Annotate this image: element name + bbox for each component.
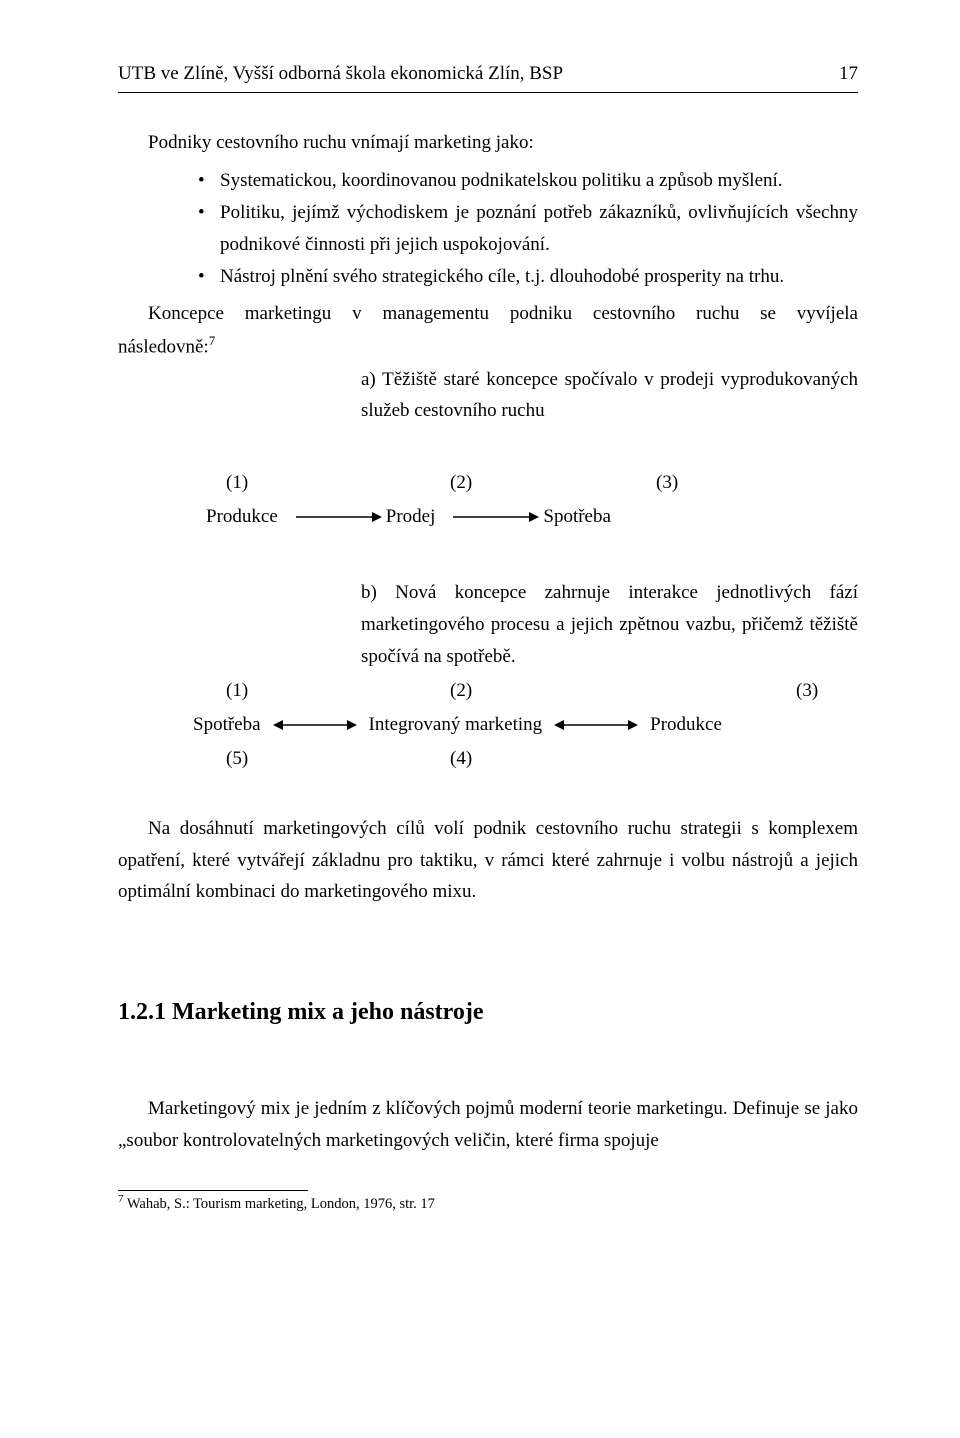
list-item: Politiku, jejímž východiskem je poznání …: [198, 197, 858, 261]
flow2-label-2: Integrovaný marketing: [369, 709, 543, 741]
flow1-numbers: (1) (2) (3): [118, 467, 858, 499]
flow1-label-2: Prodej: [386, 501, 436, 533]
list-item: Systematickou, koordinovanou podnikatels…: [198, 165, 858, 197]
arrow-double-icon: [261, 718, 369, 732]
section-heading: 1.2.1 Marketing mix a jeho nástroje: [118, 992, 858, 1032]
sub-b-paragraph: b) Nová koncepce zahrnuje interakce jedn…: [118, 577, 858, 673]
paragraph-after-flows: Na dosáhnutí marketingových cílů volí po…: [118, 813, 858, 909]
flow2-num-4: (4): [450, 743, 472, 775]
arrow-right-icon: [278, 510, 386, 524]
flow2-top-numbers: (1) (2) (3): [118, 675, 858, 707]
flow2-num-2: (2): [450, 675, 796, 707]
arrow-right-icon: [435, 510, 543, 524]
list-item: Nástroj plnění svého strategického cíle,…: [198, 261, 858, 293]
footnote: 7 Wahab, S.: Tourism marketing, London, …: [118, 1193, 858, 1213]
footnote-ref: 7: [209, 333, 216, 348]
footnote-text: Wahab, S.: Tourism marketing, London, 19…: [124, 1196, 435, 1212]
flow2-bottom-numbers: (5) (4): [118, 743, 858, 775]
flow1-row: Produkce Prodej Spotřeba: [118, 501, 858, 533]
flow2-num-3: (3): [796, 675, 818, 707]
after-bullets-line1: Koncepce marketingu v managementu podnik…: [118, 298, 858, 330]
flow2-label-3: Produkce: [650, 709, 722, 741]
last-paragraph: Marketingový mix je jedním z klíčových p…: [118, 1093, 858, 1157]
flow2-row: Spotřeba Integrovaný marketing Produkce: [118, 709, 858, 741]
arrow-double-icon: [542, 718, 650, 732]
intro-paragraph: Podniky cestovního ruchu vnímají marketi…: [118, 127, 858, 159]
after-bullets-line2: následovně:7: [118, 330, 858, 363]
flow2-num-5: (5): [226, 743, 450, 775]
bullet-list: Systematickou, koordinovanou podnikatels…: [118, 165, 858, 293]
footnote-rule: [118, 1190, 308, 1191]
flow1-num-1: (1): [226, 467, 450, 499]
flow2-label-1: Spotřeba: [193, 709, 261, 741]
header-page-number: 17: [839, 58, 858, 90]
header-left: UTB ve Zlíně, Vyšší odborná škola ekonom…: [118, 58, 563, 90]
sub-a-paragraph: a) Těžiště staré koncepce spočívalo v pr…: [118, 364, 858, 428]
flow1-num-3: (3): [656, 467, 678, 499]
flow2-num-1: (1): [226, 675, 450, 707]
flow1-num-2: (2): [450, 467, 656, 499]
flow1-label-3: Spotřeba: [543, 501, 611, 533]
flow1-label-1: Produkce: [206, 501, 278, 533]
after-bullets-prefix: následovně:: [118, 337, 209, 358]
